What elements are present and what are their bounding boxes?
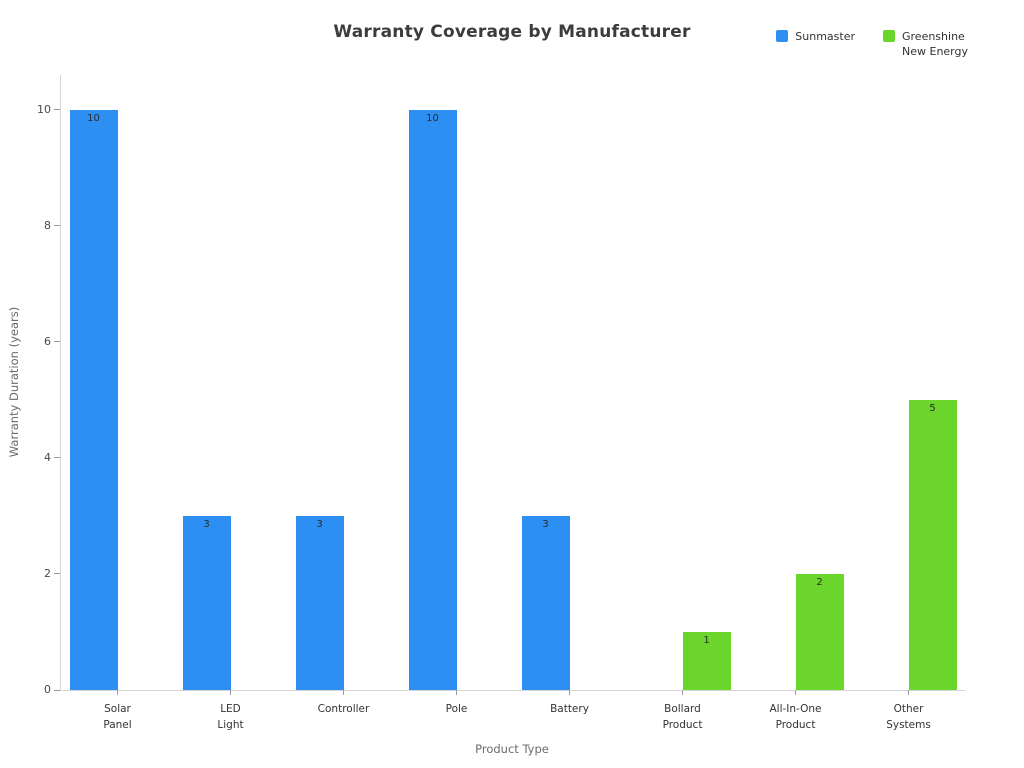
x-tick-label-line: Product bbox=[662, 719, 703, 731]
bar-value-label: 1 bbox=[703, 634, 710, 646]
y-tick-mark bbox=[54, 573, 60, 575]
bar: 10 bbox=[408, 109, 457, 690]
legend: Sunmaster Greenshine New Energy bbox=[776, 29, 968, 59]
y-tick-mark bbox=[54, 109, 60, 111]
y-tick-label: 6 bbox=[44, 334, 51, 348]
x-tick-label: All-In-One Product bbox=[739, 701, 852, 733]
bar: 5 bbox=[908, 399, 957, 690]
legend-item: Sunmaster bbox=[776, 29, 855, 44]
x-tick-label: Solar Panel bbox=[61, 701, 174, 733]
y-tick-label: 2 bbox=[44, 566, 51, 580]
x-tick-label-line: Bollard bbox=[664, 703, 701, 715]
x-tick-mark bbox=[117, 690, 118, 695]
y-tick-mark bbox=[54, 341, 60, 343]
plot-area: 0 2 4 6 8 10 Solar Panel LED Light Controller Pole B… bbox=[37, 75, 965, 731]
chart-title: Warranty Coverage by Manufacturer bbox=[333, 22, 691, 42]
x-tick-label-line: Controller bbox=[317, 703, 370, 715]
x-tick-mark bbox=[230, 690, 231, 695]
bar: 3 bbox=[295, 515, 344, 690]
y-tick-label: 4 bbox=[44, 450, 51, 464]
x-tick-label: Other Systems bbox=[852, 701, 965, 733]
x-tick-label-line: LED bbox=[220, 703, 241, 715]
bar: 3 bbox=[182, 515, 231, 690]
x-tick-label-line: Pole bbox=[445, 703, 468, 715]
y-axis-title: Warranty Duration (years) bbox=[7, 306, 21, 458]
legend-label: Greenshine New Energy bbox=[902, 29, 968, 59]
bar-value-label: 3 bbox=[203, 518, 210, 530]
bar: 3 bbox=[521, 515, 570, 690]
legend-swatch bbox=[776, 30, 789, 42]
x-tick-label: LED Light bbox=[174, 701, 287, 733]
bar: 10 bbox=[69, 109, 118, 690]
x-tick-mark bbox=[569, 690, 570, 695]
y-tick-label: 0 bbox=[44, 683, 51, 696]
legend-label-line: Sunmaster bbox=[795, 30, 855, 43]
x-tick-mark bbox=[682, 690, 683, 695]
bar-value-label: 3 bbox=[316, 518, 323, 530]
bar-value-label: 5 bbox=[929, 402, 936, 414]
bar-value-label: 10 bbox=[426, 112, 439, 124]
y-tick-label: 10 bbox=[37, 102, 51, 116]
y-tick-mark bbox=[54, 225, 60, 227]
x-tick-label-line: Systems bbox=[886, 719, 931, 731]
x-tick-mark bbox=[795, 690, 796, 695]
x-tick-mark bbox=[456, 690, 457, 695]
x-tick-label: Bollard Product bbox=[626, 701, 739, 733]
x-tick-label-line: Other bbox=[893, 703, 924, 715]
y-tick-label: 8 bbox=[44, 218, 51, 232]
bar: 1 bbox=[682, 631, 731, 690]
x-axis-title: Product Type bbox=[475, 742, 549, 756]
x-tick-label-line: Panel bbox=[103, 719, 132, 731]
x-tick-label: Pole bbox=[400, 701, 513, 717]
legend-label-line: Greenshine bbox=[902, 30, 965, 43]
bar: 2 bbox=[795, 573, 844, 690]
legend-item: Greenshine New Energy bbox=[883, 29, 968, 59]
x-tick-label-line: Product bbox=[775, 719, 816, 731]
x-tick-label: Battery bbox=[513, 701, 626, 717]
y-tick-mark bbox=[54, 689, 60, 691]
bar-value-label: 2 bbox=[816, 576, 823, 588]
x-tick-label: Controller bbox=[287, 701, 400, 717]
x-tick-label-line: Battery bbox=[550, 703, 589, 715]
bar-value-label: 3 bbox=[542, 518, 549, 530]
x-tick-label-line: All-In-One bbox=[769, 703, 822, 715]
x-tick-label-line: Light bbox=[217, 719, 244, 731]
x-tick-label-line: Solar bbox=[104, 703, 131, 715]
legend-label-line: New Energy bbox=[902, 45, 968, 58]
bar-value-label: 10 bbox=[87, 112, 100, 124]
legend-swatch bbox=[883, 30, 895, 42]
y-tick-mark bbox=[54, 457, 60, 459]
x-tick-mark bbox=[908, 690, 909, 695]
x-tick-mark bbox=[343, 690, 344, 695]
legend-label: Sunmaster bbox=[795, 29, 855, 44]
